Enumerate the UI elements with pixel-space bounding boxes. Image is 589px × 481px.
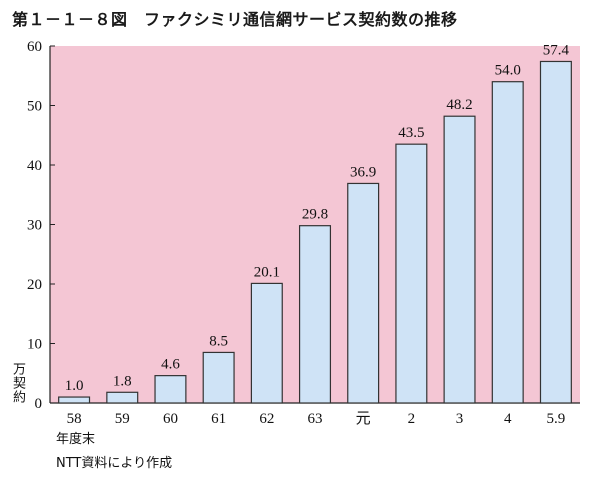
data-labels: 1.0 1.8 4.6 8.5 20.1 29.8 36.9 43.5 48.2 54.0 57.4 bbox=[65, 42, 570, 394]
y-tick-label: 30 bbox=[27, 218, 42, 234]
bar bbox=[250, 282, 283, 404]
x-tick-label: 59 bbox=[115, 411, 130, 427]
bar bbox=[491, 81, 524, 404]
y-tick-label: 50 bbox=[27, 99, 42, 115]
bar bbox=[395, 143, 428, 404]
bar bbox=[202, 351, 235, 404]
bar bbox=[154, 375, 187, 404]
x-tick-label: 5.9 bbox=[547, 411, 566, 427]
y-tick-label: 20 bbox=[27, 277, 42, 293]
x-tick-label: 58 bbox=[67, 411, 82, 427]
data-label: 54.0 bbox=[495, 63, 521, 79]
chart-title: 第１－１－８図 ファクシミリ通信網サービス契約数の推移 bbox=[12, 10, 458, 29]
x-tick-label: 61 bbox=[211, 411, 226, 427]
x-axis-ticks: 58 59 60 61 62 63 元 2 3 4 5.9 bbox=[67, 411, 566, 427]
bar bbox=[58, 396, 91, 404]
source-note: NTT資料により作成 bbox=[56, 456, 173, 471]
bar bbox=[347, 182, 380, 404]
data-label: 36.9 bbox=[350, 164, 376, 180]
x-tick-label: 3 bbox=[456, 411, 464, 427]
bar bbox=[539, 60, 572, 404]
data-label: 4.6 bbox=[161, 357, 180, 373]
data-label: 57.4 bbox=[543, 42, 570, 58]
y-tick-label: 0 bbox=[35, 396, 43, 412]
data-label: 8.5 bbox=[209, 333, 228, 349]
bars bbox=[58, 60, 572, 404]
x-axis-label: 年度末 bbox=[56, 432, 96, 447]
y-axis-ticks: 0 10 20 30 40 50 60 bbox=[27, 39, 55, 412]
bar bbox=[443, 115, 476, 404]
x-tick-label: 63 bbox=[308, 411, 323, 427]
x-tick-label: 4 bbox=[504, 411, 512, 427]
x-tick-label: 62 bbox=[259, 411, 274, 427]
y-tick-label: 60 bbox=[27, 39, 42, 55]
data-label: 48.2 bbox=[446, 97, 472, 113]
x-tick-label: 元 bbox=[356, 411, 371, 427]
data-label: 1.8 bbox=[113, 373, 132, 389]
data-label: 43.5 bbox=[398, 125, 424, 141]
data-label: 20.1 bbox=[254, 264, 280, 280]
y-tick-label: 10 bbox=[27, 337, 42, 353]
y-tick-label: 40 bbox=[27, 158, 42, 174]
y-axis-label: 万契約 bbox=[10, 362, 25, 404]
data-label: 1.0 bbox=[65, 378, 84, 394]
bar bbox=[106, 391, 139, 404]
x-tick-label: 2 bbox=[408, 411, 416, 427]
data-label: 29.8 bbox=[302, 207, 328, 223]
x-tick-label: 60 bbox=[163, 411, 178, 427]
bar bbox=[298, 225, 332, 404]
